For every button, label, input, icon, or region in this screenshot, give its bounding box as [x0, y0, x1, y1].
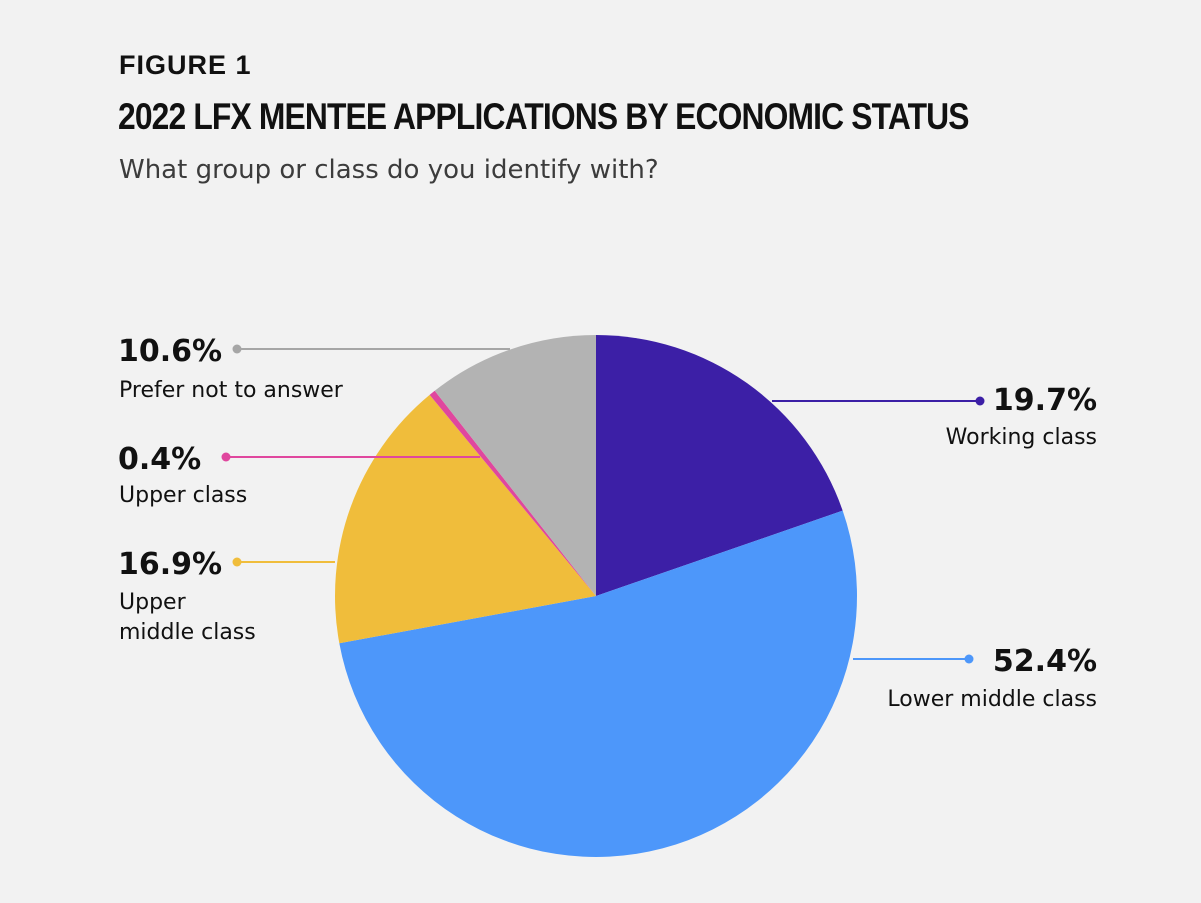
figure-label: FIGURE 1 [119, 50, 252, 80]
leader-dot-prefer-not-to-answer [232, 344, 242, 354]
leader-dot-upper-class [221, 452, 231, 462]
category-label-upper-class: Upper class [119, 483, 247, 508]
category-label-lower-middle-class: Lower middle class [887, 687, 1097, 712]
pie-slice-lower-middle-class [339, 510, 858, 858]
pie-slices [335, 335, 858, 858]
slice-labels: 19.7% Working class 52.4% Lower middle clas… [118, 334, 1097, 712]
pie-slice-upper-class [429, 390, 596, 596]
value-label-upper-class: 0.4% [118, 442, 201, 477]
category-label-upper-middle-class: Upper [119, 590, 187, 615]
chart-subtitle: What group or class do you identify with… [119, 155, 659, 185]
value-label-lower-middle-class: 52.4% [993, 644, 1097, 679]
pie-slice-working-class [596, 335, 843, 596]
category-label-prefer-not-to-answer: Prefer not to answer [119, 378, 344, 403]
leader-dot-working-class [975, 396, 985, 406]
category-label-upper-middle-class: middle class [119, 620, 256, 645]
value-label-working-class: 19.7% [993, 383, 1097, 418]
category-label-working-class: Working class [946, 425, 1097, 450]
leader-lines [221, 344, 985, 664]
value-label-upper-middle-class: 16.9% [118, 547, 222, 582]
leader-dot-upper-middle-class [232, 557, 242, 567]
leader-dot-lower-middle-class [964, 654, 974, 664]
pie-slice-prefer-not-to-answer [434, 335, 596, 596]
chart-title: 2022 LFX MENTEE APPLICATIONS BY ECONOMIC… [118, 96, 970, 137]
value-label-prefer-not-to-answer: 10.6% [118, 334, 222, 369]
